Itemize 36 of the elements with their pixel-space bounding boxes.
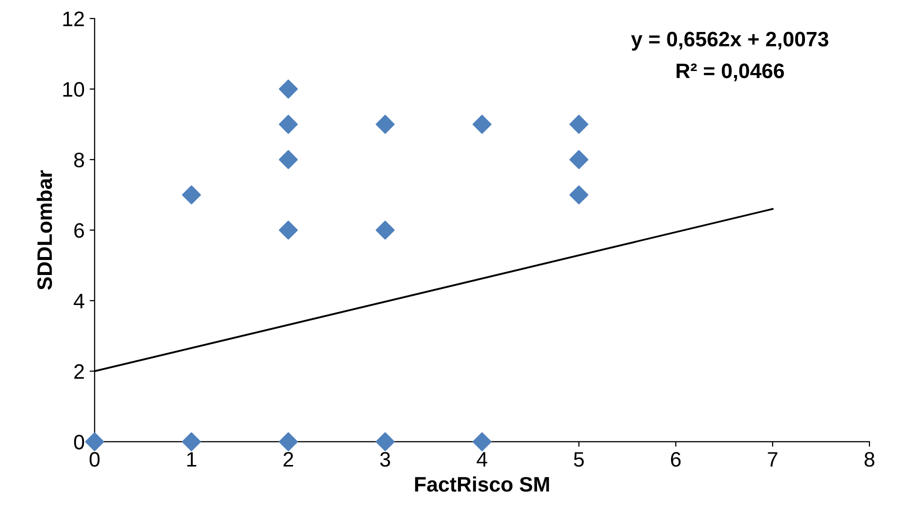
x-tick-label: 6	[671, 452, 681, 467]
point	[472, 432, 492, 452]
point	[376, 114, 395, 134]
y-tick-label: 4	[74, 294, 84, 308]
y-tick-label: 0	[74, 434, 84, 450]
x-tick-label: 4	[476, 452, 488, 467]
point	[569, 185, 588, 204]
point	[182, 185, 201, 204]
x-tick-label: 1	[187, 452, 196, 467]
point	[569, 150, 588, 170]
point	[278, 80, 298, 99]
point	[278, 432, 298, 452]
point	[472, 114, 492, 134]
y-tick-label: 8	[74, 152, 84, 168]
point	[376, 432, 395, 452]
x-tick-label: 2	[284, 452, 294, 467]
point	[85, 432, 104, 452]
x-tick-label: 7	[768, 452, 778, 467]
x-tick-label: 5	[574, 452, 584, 467]
annotation: R² = 0,0466	[676, 64, 784, 82]
point	[182, 432, 201, 452]
point	[278, 114, 298, 134]
point	[278, 150, 298, 170]
y-tick-label: 12	[63, 12, 84, 26]
x-tick-label: 0	[90, 452, 100, 467]
x-tick-label: 8	[864, 452, 874, 467]
y-tick-label: 2	[74, 364, 84, 379]
x-axis-title: FactRisco SM	[415, 476, 549, 492]
y-tick-label: 10	[63, 82, 84, 97]
annotation: y = 0,6562x + 2,0073	[631, 32, 828, 51]
point	[376, 220, 395, 240]
point	[569, 114, 588, 134]
y-tick-label: 6	[74, 223, 84, 238]
x-tick-label: 3	[380, 452, 390, 467]
y-axis-title: SDDLombar	[36, 170, 52, 290]
point	[278, 220, 298, 240]
